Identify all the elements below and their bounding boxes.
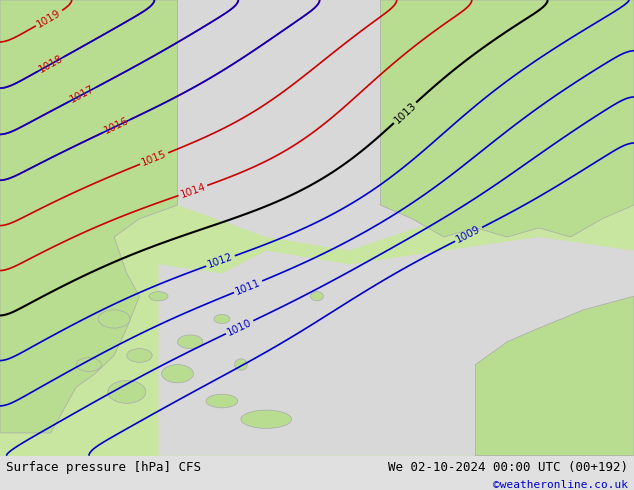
Ellipse shape [127,348,152,362]
Text: 1014: 1014 [179,181,207,199]
Polygon shape [380,0,634,237]
Polygon shape [158,237,634,456]
Ellipse shape [162,365,193,383]
Ellipse shape [76,358,101,371]
Ellipse shape [235,359,247,370]
Text: 1009: 1009 [455,224,482,245]
Ellipse shape [98,310,130,328]
Text: 1017: 1017 [68,84,96,105]
Text: Surface pressure [hPa] CFS: Surface pressure [hPa] CFS [6,461,202,474]
Ellipse shape [149,292,168,301]
Text: 1013: 1013 [392,100,418,125]
Text: 1011: 1011 [234,277,262,296]
Ellipse shape [241,410,292,428]
Text: 1010: 1010 [226,317,254,338]
Text: ©weatheronline.co.uk: ©weatheronline.co.uk [493,480,628,490]
Polygon shape [412,0,634,205]
Ellipse shape [206,394,238,408]
Ellipse shape [311,292,323,301]
Polygon shape [178,0,634,251]
Text: 1012: 1012 [207,252,235,270]
Text: We 02-10-2024 00:00 UTC (00+192): We 02-10-2024 00:00 UTC (00+192) [387,461,628,474]
Text: 1016: 1016 [103,116,131,136]
Text: 1018: 1018 [37,53,65,75]
Polygon shape [0,0,178,433]
Ellipse shape [178,335,203,348]
Text: 1019: 1019 [36,7,63,29]
Ellipse shape [214,315,230,323]
Text: 1015: 1015 [140,149,168,168]
Ellipse shape [108,381,146,403]
Polygon shape [476,296,634,456]
